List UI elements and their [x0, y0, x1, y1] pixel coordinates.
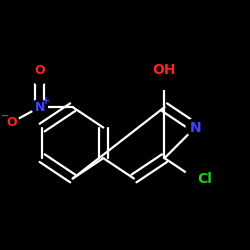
Circle shape [32, 100, 47, 115]
Text: O: O [34, 64, 45, 76]
Text: N: N [189, 120, 201, 134]
Text: −: − [1, 111, 9, 121]
Text: Cl: Cl [198, 172, 212, 185]
Circle shape [152, 64, 177, 89]
Circle shape [186, 119, 204, 136]
Circle shape [32, 69, 47, 84]
Text: +: + [42, 96, 50, 106]
Circle shape [185, 166, 210, 191]
Text: OH: OH [153, 62, 176, 76]
Text: N: N [34, 101, 45, 114]
Circle shape [4, 115, 19, 130]
Text: O: O [6, 116, 17, 129]
